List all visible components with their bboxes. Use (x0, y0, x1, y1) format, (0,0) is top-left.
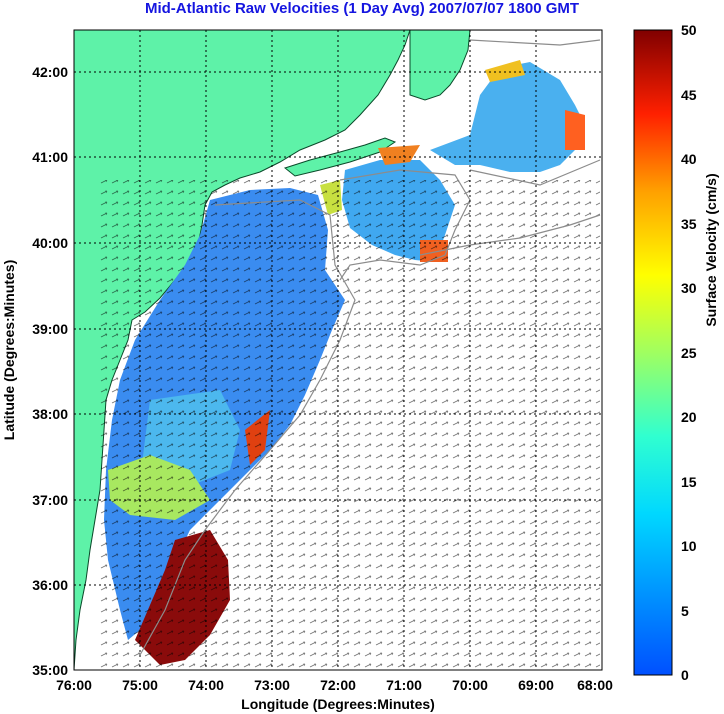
y-tick-label: 37:00 (32, 492, 68, 508)
y-tick-label: 39:00 (32, 321, 68, 337)
colorbar-label: Surface Velocity (cm/s) (703, 173, 719, 326)
x-tick-labels: 76:00 75:00 74:00 73:00 72:00 71:00 70:0… (56, 677, 613, 693)
colorbar-ticks: 50 45 40 35 30 25 20 15 10 5 0 (681, 22, 697, 683)
x-tick-label: 70:00 (452, 677, 488, 693)
plot-frame (73, 29, 603, 671)
x-tick-label: 75:00 (122, 677, 158, 693)
x-axis-label: Longitude (Degrees:Minutes) (241, 696, 435, 712)
x-tick-label: 73:00 (254, 677, 290, 693)
velocity-field (100, 60, 600, 670)
y-tick-label: 38:00 (32, 406, 68, 422)
colorbar (633, 29, 673, 676)
colorbar-tick-label: 0 (681, 667, 689, 683)
x-tick-label: 69:00 (518, 677, 554, 693)
colorbar-tick-label: 30 (681, 280, 697, 296)
y-tick-label: 36:00 (32, 577, 68, 593)
x-tick-label: 72:00 (320, 677, 356, 693)
y-axis-label: Latitude (Degrees:Minutes) (1, 260, 17, 440)
gridlines (74, 30, 602, 670)
colorbar-tick-label: 20 (681, 409, 697, 425)
colorbar-tick-label: 5 (681, 603, 689, 619)
colorbar-tick-label: 25 (681, 345, 697, 361)
y-tick-label: 41:00 (32, 149, 68, 165)
y-tick-label: 35:00 (32, 662, 68, 678)
colorbar-tick-label: 35 (681, 216, 697, 232)
map-title: Mid-Atlantic Raw Velocities (1 Day Avg) … (144, 0, 580, 17)
x-tick-label: 71:00 (386, 677, 422, 693)
colorbar-tick-label: 15 (681, 474, 697, 490)
colorbar-tick-label: 10 (681, 538, 697, 554)
y-tick-label: 42:00 (32, 64, 68, 80)
colorbar-tick-label: 50 (681, 22, 697, 38)
new-england-land (409, 30, 471, 101)
x-tick-label: 74:00 (188, 677, 224, 693)
y-tick-label: 40:00 (32, 235, 68, 251)
x-tick-label: 68:00 (577, 677, 613, 693)
y-tick-labels: 42:00 41:00 40:00 39:00 38:00 37:00 36:0… (32, 64, 68, 678)
colorbar-tick-label: 40 (681, 151, 697, 167)
x-tick-label: 76:00 (56, 677, 92, 693)
colorbar-tick-label: 45 (681, 87, 697, 103)
